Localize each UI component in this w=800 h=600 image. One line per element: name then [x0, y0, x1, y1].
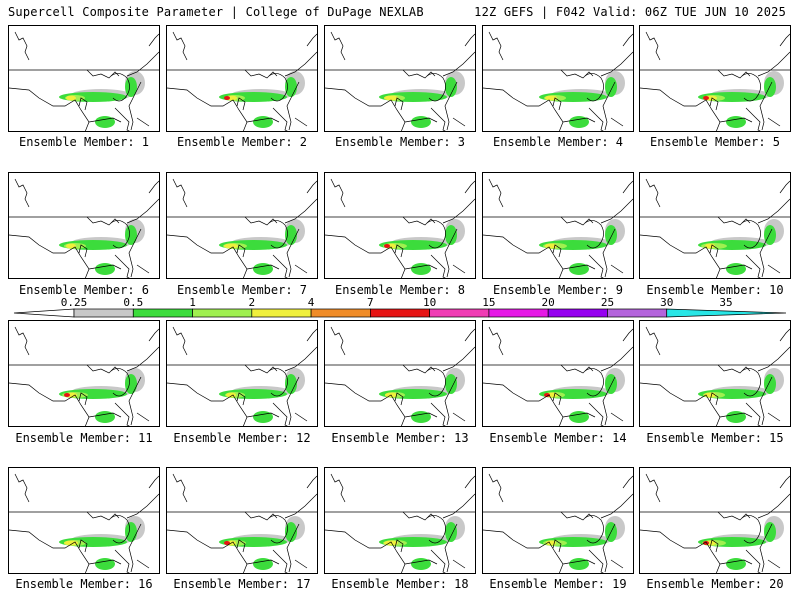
colorbar-tick-label: 2: [249, 296, 256, 309]
map-panel: [482, 172, 634, 279]
map-image: [167, 178, 317, 278]
map-panel: [639, 25, 791, 132]
map-image: [640, 31, 790, 131]
map-panel: [324, 172, 476, 279]
ensemble-member-label: Ensemble Member: 2: [176, 135, 308, 149]
map-panel: [8, 172, 160, 279]
ensemble-member-label: Ensemble Member: 9: [492, 283, 624, 297]
map-image: [483, 473, 633, 573]
colorbar-segment: [251, 308, 312, 318]
map-image: [325, 473, 475, 573]
ensemble-member-label: Ensemble Member: 14: [489, 431, 627, 445]
colorbar-segment: [370, 308, 430, 318]
colorbar-tick-label: 0.25: [61, 296, 88, 309]
colorbar-segment: [547, 308, 608, 318]
colorbar-tick-label: 30: [660, 296, 673, 309]
ensemble-member-label: Ensemble Member: 20: [646, 577, 784, 591]
colorbar-segment: [132, 308, 193, 318]
colorbar-tick-label: 35: [719, 296, 732, 309]
figure-title: Supercell Composite Parameter | College …: [8, 5, 424, 19]
colorbar-over-arrow: [666, 308, 787, 318]
colorbar-tick-label: 25: [601, 296, 614, 309]
map-panel: [482, 25, 634, 132]
map-image: [483, 326, 633, 426]
colorbar-under-arrow: [13, 308, 75, 318]
map-image: [9, 178, 159, 278]
map-panel: [639, 172, 791, 279]
map-panel: [166, 320, 318, 427]
map-panel: [639, 320, 791, 427]
colorbar-segment: [429, 308, 490, 318]
map-image: [167, 31, 317, 131]
ensemble-member-label: Ensemble Member: 10: [646, 283, 784, 297]
map-image: [325, 326, 475, 426]
run-valid-time: 12Z GEFS | F042 Valid: 06Z TUE JUN 10 20…: [474, 5, 786, 19]
ensemble-member-label: Ensemble Member: 1: [18, 135, 150, 149]
map-image: [640, 473, 790, 573]
map-panel: [8, 25, 160, 132]
map-panel: [166, 25, 318, 132]
ensemble-member-label: Ensemble Member: 7: [176, 283, 308, 297]
map-image: [167, 473, 317, 573]
ensemble-member-label: Ensemble Member: 3: [334, 135, 466, 149]
map-panel: [324, 25, 476, 132]
ensemble-member-label: Ensemble Member: 8: [334, 283, 466, 297]
colorbar-tick-label: 7: [367, 296, 374, 309]
map-image: [325, 31, 475, 131]
map-panel: [8, 320, 160, 427]
map-image: [9, 473, 159, 573]
map-panel: [482, 467, 634, 574]
map-panel: [482, 320, 634, 427]
map-panel: [639, 467, 791, 574]
ensemble-member-label: Ensemble Member: 19: [489, 577, 627, 591]
map-image: [167, 326, 317, 426]
colorbar-segment: [73, 308, 134, 318]
colorbar-tick-label: 1: [189, 296, 196, 309]
ensemble-member-label: Ensemble Member: 15: [646, 431, 784, 445]
map-panel: [8, 467, 160, 574]
colorbar-segment: [488, 308, 549, 318]
map-image: [325, 178, 475, 278]
ensemble-member-label: Ensemble Member: 13: [331, 431, 469, 445]
ensemble-member-label: Ensemble Member: 5: [649, 135, 781, 149]
color-scale-bar: 0.25 0.5 1 2 4 7 10 15 20 25 30 35: [13, 296, 787, 318]
map-image: [640, 178, 790, 278]
map-panel: [324, 320, 476, 427]
colorbar-segment: [607, 308, 668, 318]
map-image: [483, 178, 633, 278]
map-image: [9, 31, 159, 131]
map-panel: [324, 467, 476, 574]
map-image: [9, 326, 159, 426]
map-panel: [166, 467, 318, 574]
ensemble-member-label: Ensemble Member: 11: [15, 431, 153, 445]
colorbar-segment: [192, 308, 253, 318]
colorbar-tick-label: 0.5: [123, 296, 143, 309]
ensemble-member-label: Ensemble Member: 18: [331, 577, 469, 591]
map-panel: [166, 172, 318, 279]
ensemble-member-label: Ensemble Member: 4: [492, 135, 624, 149]
colorbar-tick-label: 10: [423, 296, 436, 309]
colorbar-tick-label: 20: [542, 296, 555, 309]
ensemble-member-label: Ensemble Member: 16: [15, 577, 153, 591]
colorbar-tick-label: 15: [482, 296, 495, 309]
colorbar-segment: [310, 308, 371, 318]
map-image: [640, 326, 790, 426]
ensemble-member-label: Ensemble Member: 17: [173, 577, 311, 591]
map-image: [483, 31, 633, 131]
colorbar-tick-label: 4: [308, 296, 315, 309]
ensemble-member-label: Ensemble Member: 12: [173, 431, 311, 445]
ensemble-member-label: Ensemble Member: 6: [18, 283, 150, 297]
